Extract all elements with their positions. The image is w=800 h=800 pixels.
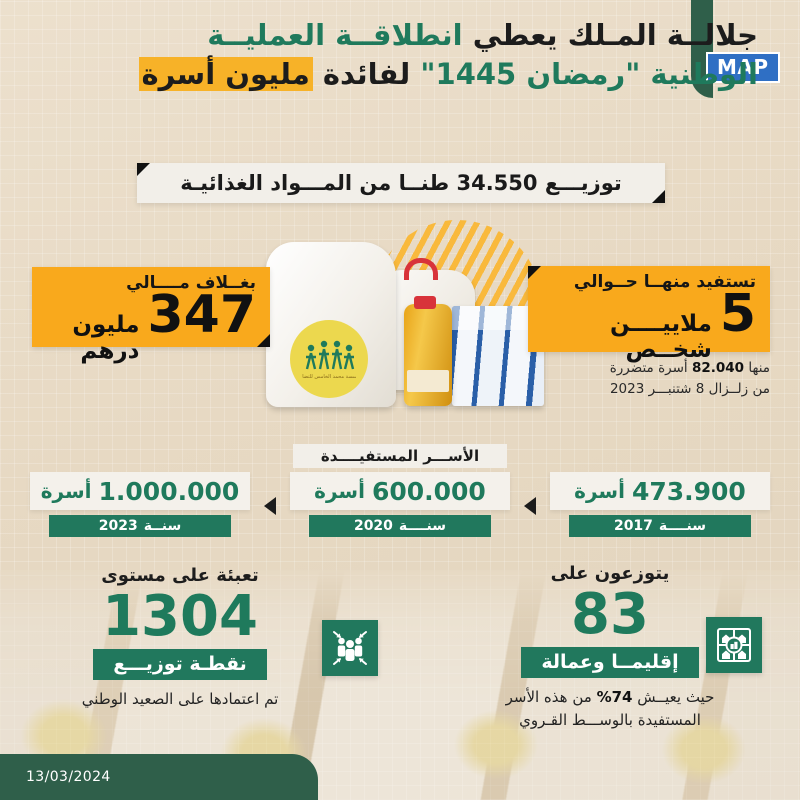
provinces-note-percent: 74% xyxy=(596,688,633,707)
families-year-value: 2020 xyxy=(353,518,393,534)
provinces-chip: إقليمــا وعمالة xyxy=(521,647,699,679)
earthquake-note-prefix: منها xyxy=(744,360,770,376)
bag-handle-icon xyxy=(404,258,438,280)
families-value-box: 473.900 أسرة xyxy=(550,472,770,510)
budget-unit: مليون درهم xyxy=(72,312,140,365)
beneficiaries-value: 5 xyxy=(719,284,756,345)
families-year-value: 2023 xyxy=(98,518,138,534)
families-year-value: 2017 xyxy=(613,518,653,534)
families-year-chip: سنــة 2023 xyxy=(49,515,231,537)
provinces-value: 83 xyxy=(571,582,649,647)
beneficiaries-label: تستفيد منهــا حــوالي xyxy=(573,272,756,292)
beneficiaries-panel: تستفيد منهــا حــوالي 5 ملاييــــن شخــص xyxy=(528,266,770,363)
corner-notch-icon xyxy=(652,190,665,203)
distribution-points-block: تعبئة على مستوى 1304 نقطـة توزيـــع تم ا… xyxy=(30,565,330,711)
oil-bottle-label xyxy=(407,370,449,392)
families-item-2023: 1.000.000 أسرة سنــة 2023 xyxy=(30,472,250,537)
families-year-label: سنــة xyxy=(143,518,182,534)
families-year-chip: سنــــة 2020 xyxy=(309,515,491,537)
families-year-chip: سنــــة 2017 xyxy=(569,515,751,537)
provinces-note-mid: من هذه الأسر xyxy=(505,688,597,707)
distribution-points-note: تم اعتمادها على الصعيد الوطني xyxy=(81,690,279,709)
food-tonnage-text: توزيـــع 34.550 طنــا من المـــواد الغذا… xyxy=(180,171,622,195)
earthquake-note-suffix: أسرة متضررة xyxy=(609,360,692,376)
budget-panel: بغــلاف مــــالي 347 مليون درهم xyxy=(32,267,270,364)
families-unit: أسرة xyxy=(574,479,625,503)
budget-value: 347 xyxy=(147,285,256,346)
families-unit: أسرة xyxy=(314,479,365,503)
families-year-label: سنــــة xyxy=(658,518,707,534)
timeline-arrow-icon xyxy=(524,497,536,515)
food-tonnage-banner: توزيـــع 34.550 طنــا من المـــواد الغذا… xyxy=(137,163,665,203)
earthquake-note-value: 82.040 xyxy=(691,360,745,376)
distribution-points-value: 1304 xyxy=(102,584,258,649)
families-value-box: 600.000 أسرة xyxy=(290,472,510,510)
timeline-arrow-icon xyxy=(264,497,276,515)
foundation-logo-icon: مؤسسة محمد الخامس للتضامن xyxy=(290,320,368,398)
assembly-point-icon xyxy=(322,620,378,676)
families-section-title: الأســـر المستفيــــدة xyxy=(293,444,507,468)
provinces-block: يتوزعون على 83 إقليمــا وعمالة حيث يعيــ… xyxy=(460,563,760,731)
provinces-intro: يتوزعون على xyxy=(550,563,670,584)
families-year-label: سنــــة xyxy=(398,518,447,534)
corner-notch-icon xyxy=(137,163,150,176)
title-line1-plain: جلالــة المـلك يعطي xyxy=(462,18,758,52)
corner-notch-icon xyxy=(528,266,541,279)
title-line1-green: انطلاقــة العمليــة xyxy=(207,18,463,52)
title-highlight: مليون أسرة xyxy=(138,56,313,91)
families-timeline: 1.000.000 أسرة سنــة 2023 600.000 أسرة س… xyxy=(30,472,770,537)
footer-bar: 13/03/2024 xyxy=(0,754,318,800)
earthquake-note: منها 82.040 أسرة متضررة من زلــزال 8 شتن… xyxy=(534,358,770,400)
beneficiaries-unit: ملاييــــن شخــص xyxy=(609,311,712,364)
provinces-note-line2: المستفيدة بالوســـط القـروي xyxy=(519,710,701,729)
publication-date: 13/03/2024 xyxy=(26,769,111,785)
earthquake-note-line2: من زلــزال 8 شتنبـــر 2023 xyxy=(609,380,770,397)
provinces-note-prefix: حيث يعيــش xyxy=(632,688,715,707)
title-line2-green: الوطنية "رمضان 1445" xyxy=(420,56,758,91)
distribution-points-chip: نقطـة توزيـــع xyxy=(93,649,267,681)
oil-bottle xyxy=(404,304,452,406)
provinces-note: حيث يعيــش 74% من هذه الأسر المستفيدة با… xyxy=(460,686,760,731)
families-value-box: 1.000.000 أسرة xyxy=(30,472,250,510)
distribution-points-intro: تعبئة على مستوى xyxy=(101,565,259,586)
foundation-caption: مؤسسة محمد الخامس للتضامن xyxy=(302,374,356,379)
oil-bottle-cap xyxy=(414,296,436,309)
map-logo: MAP xyxy=(706,52,780,83)
districts-icon xyxy=(706,617,762,673)
corner-notch-icon xyxy=(257,334,270,347)
background-aid-bags-photo xyxy=(0,570,800,800)
aid-package-photo: مؤسسة محمد الخامس للتضامن xyxy=(262,218,548,418)
budget-label: بغــلاف مــــالي xyxy=(126,273,256,293)
families-unit: أسرة xyxy=(40,479,92,503)
primary-aid-bag: مؤسسة محمد الخامس للتضامن xyxy=(266,242,396,407)
families-count: 600.000 xyxy=(371,476,486,506)
families-count: 1.000.000 xyxy=(98,476,240,506)
families-item-2020: 600.000 أسرة سنــــة 2020 xyxy=(290,472,510,537)
title-line2-plain: لفائدة xyxy=(312,56,421,91)
header: MAP جلالــة المـلك يعطي انطلاقــة العملي… xyxy=(0,0,800,150)
page-title: جلالــة المـلك يعطي انطلاقــة العمليــة … xyxy=(128,16,758,93)
families-item-2017: 473.900 أسرة سنــــة 2017 xyxy=(550,472,770,537)
families-count: 473.900 xyxy=(631,476,746,506)
